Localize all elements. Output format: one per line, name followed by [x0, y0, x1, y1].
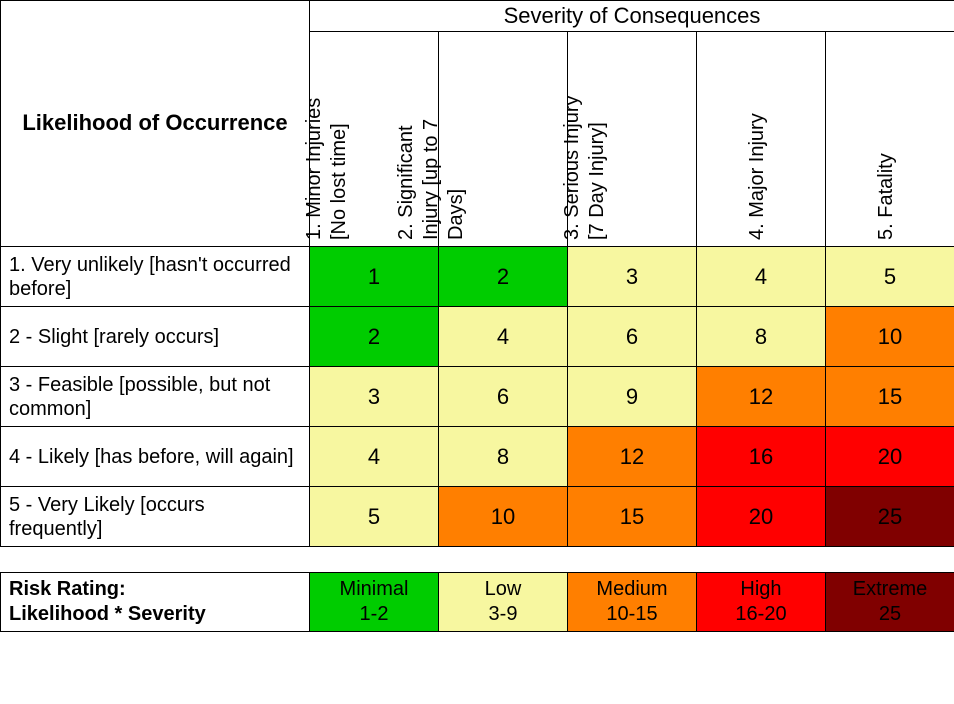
severity-col-2: 2. SignificantInjury [up to 7Days]	[439, 32, 568, 247]
risk-cell-2-3: 6	[568, 307, 697, 367]
risk-cell-4-4: 16	[697, 427, 826, 487]
risk-cell-3-2: 6	[439, 367, 568, 427]
matrix-row-5: 5 - Very Likely [occurs frequently]51015…	[1, 487, 954, 547]
risk-cell-2-2: 4	[439, 307, 568, 367]
severity-col-label: 3. Serious Injury[7 Day Injury]	[560, 95, 610, 240]
severity-header-row: Likelihood of Occurrence Severity of Con…	[1, 1, 954, 32]
severity-col-label: 5. Fatality	[874, 153, 898, 240]
severity-header-text: Severity of Consequences	[504, 3, 761, 28]
risk-cell-1-2: 2	[439, 247, 568, 307]
risk-cell-4-2: 8	[439, 427, 568, 487]
likelihood-label-2: 2 - Slight [rarely occurs]	[1, 307, 310, 367]
risk-cell-5-1: 5	[310, 487, 439, 547]
severity-col-label: 4. Major Injury	[745, 113, 769, 240]
likelihood-label-3: 3 - Feasible [possible, but not common]	[1, 367, 310, 427]
rating-medium: Medium10-15	[568, 573, 697, 632]
risk-cell-1-1: 1	[310, 247, 439, 307]
likelihood-header: Likelihood of Occurrence	[1, 1, 310, 247]
risk-cell-5-4: 20	[697, 487, 826, 547]
risk-cell-4-3: 12	[568, 427, 697, 487]
risk-cell-4-5: 20	[826, 427, 954, 487]
likelihood-label-1: 1. Very unlikely [hasn't occurred before…	[1, 247, 310, 307]
risk-cell-1-4: 4	[697, 247, 826, 307]
risk-matrix-table: Likelihood of Occurrence Severity of Con…	[0, 0, 954, 632]
risk-cell-3-4: 12	[697, 367, 826, 427]
risk-cell-1-3: 3	[568, 247, 697, 307]
rating-high: High16-20	[697, 573, 826, 632]
likelihood-label-5: 5 - Very Likely [occurs frequently]	[1, 487, 310, 547]
risk-cell-5-3: 15	[568, 487, 697, 547]
rating-label-line1: Risk Rating:	[9, 578, 126, 600]
matrix-row-1: 1. Very unlikely [hasn't occurred before…	[1, 247, 954, 307]
risk-cell-3-3: 9	[568, 367, 697, 427]
risk-cell-5-5: 25	[826, 487, 954, 547]
risk-cell-3-1: 3	[310, 367, 439, 427]
rating-label-line2: Likelihood * Severity	[9, 603, 206, 625]
spacer-row	[1, 547, 954, 573]
matrix-row-3: 3 - Feasible [possible, but not common]3…	[1, 367, 954, 427]
severity-col-5: 5. Fatality	[826, 32, 954, 247]
severity-col-label: 2. SignificantInjury [up to 7Days]	[394, 119, 469, 240]
severity-col-label: 1. Minor Injuries[No lost time]	[302, 98, 352, 240]
risk-cell-4-1: 4	[310, 427, 439, 487]
rating-low: Low3-9	[439, 573, 568, 632]
risk-cell-3-5: 15	[826, 367, 954, 427]
risk-cell-2-4: 8	[697, 307, 826, 367]
severity-col-3: 3. Serious Injury[7 Day Injury]	[568, 32, 697, 247]
risk-cell-1-5: 5	[826, 247, 954, 307]
rating-minimal: Minimal1-2	[310, 573, 439, 632]
rating-extreme: Extreme25	[826, 573, 954, 632]
likelihood-label-4: 4 - Likely [has before, will again]	[1, 427, 310, 487]
risk-cell-5-2: 10	[439, 487, 568, 547]
rating-label: Risk Rating: Likelihood * Severity	[1, 573, 310, 632]
matrix-row-2: 2 - Slight [rarely occurs]246810	[1, 307, 954, 367]
risk-cell-2-5: 10	[826, 307, 954, 367]
likelihood-header-text: Likelihood of Occurrence	[22, 110, 287, 135]
risk-cell-2-1: 2	[310, 307, 439, 367]
severity-col-4: 4. Major Injury	[697, 32, 826, 247]
rating-row: Risk Rating: Likelihood * Severity Minim…	[1, 573, 954, 632]
matrix-row-4: 4 - Likely [has before, will again]48121…	[1, 427, 954, 487]
severity-header: Severity of Consequences	[310, 1, 954, 32]
